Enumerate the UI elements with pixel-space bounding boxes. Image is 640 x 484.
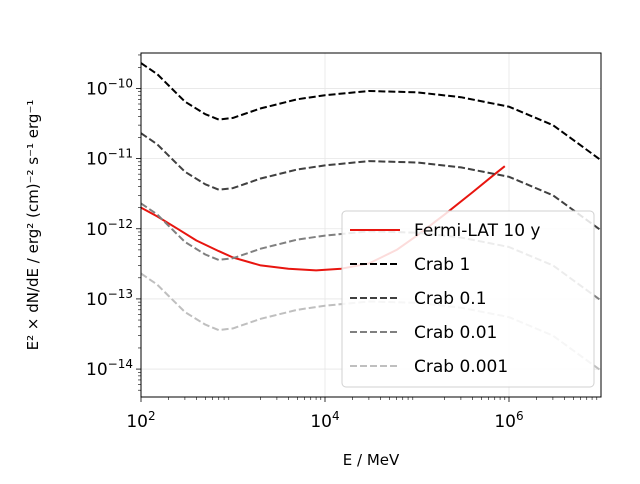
y-tick-label: 10−12 [86, 217, 133, 240]
series-line-fermi-lat-10-y [141, 165, 506, 272]
tick-layer: 102 104 106 10−14 10−13 10−12 10−11 10−10 [86, 54, 598, 432]
legend-label-crab-0-1: Crab 0.1 [414, 289, 487, 309]
legend: Fermi-LAT 10 y Crab 1 Crab 0.1 Crab 0.01 Cra… [341, 210, 595, 388]
x-tick-label: 102 [126, 409, 155, 432]
legend-label-crab-0-01: Crab 0.01 [414, 323, 497, 343]
x-tick-label: 104 [310, 409, 339, 432]
series-line-crab-1 [141, 62, 601, 162]
y-tick-label: 10−14 [86, 357, 133, 380]
y-tick-label: 10−10 [86, 76, 133, 99]
y-axis-label: E² × dN/dE / erg² (cm)⁻² s⁻¹ erg⁻¹ [24, 100, 42, 351]
y-tick-label: 10−13 [86, 287, 133, 310]
y-tick-label: 10−11 [86, 147, 133, 170]
x-axis-label: E / MeV [343, 451, 400, 469]
legend-label-fermi-lat-10-y: Fermi-LAT 10 y [414, 221, 540, 241]
legend-label-crab-1: Crab 1 [414, 255, 470, 275]
legend-label-crab-0-001: Crab 0.001 [414, 357, 508, 377]
series-layer [141, 62, 601, 372]
plot-frame [140, 52, 602, 398]
legend-box [341, 210, 595, 388]
x-tick-label: 106 [494, 409, 523, 432]
